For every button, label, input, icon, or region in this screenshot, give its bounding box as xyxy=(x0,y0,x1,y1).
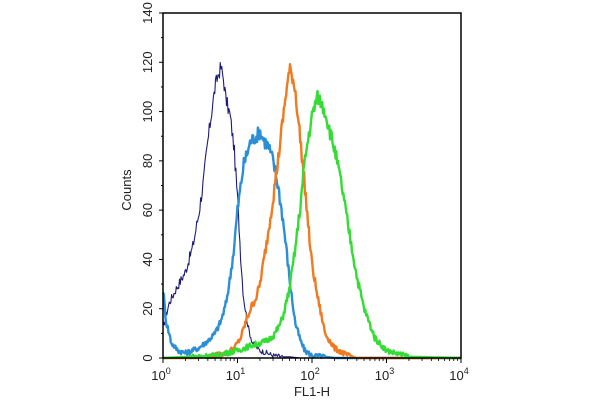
y-tick-label: 40 xyxy=(140,252,155,266)
y-axis-title: Counts xyxy=(119,169,134,211)
x-tick-label: 103 xyxy=(375,366,394,383)
y-tick-label: 120 xyxy=(140,51,155,73)
tick-labels: 0 20 40 60 80 100 120 140 100 101 102 103 104 xyxy=(140,2,469,383)
y-tick-label: 0 xyxy=(140,354,155,361)
y-tick-label: 20 xyxy=(140,301,155,315)
x-axis-title: FL1-H xyxy=(294,384,330,399)
y-tick-label: 80 xyxy=(140,154,155,168)
x-tick-label: 101 xyxy=(226,366,245,383)
y-tick-label: 140 xyxy=(140,2,155,24)
y-tick-label: 100 xyxy=(140,101,155,123)
series-line-4 xyxy=(162,89,462,360)
x-tick-label: 102 xyxy=(300,366,319,383)
ticks-layer xyxy=(159,12,462,363)
x-tick-label: 104 xyxy=(449,366,468,383)
y-tick-label: 60 xyxy=(140,203,155,217)
x-tick-label: 100 xyxy=(151,366,170,383)
